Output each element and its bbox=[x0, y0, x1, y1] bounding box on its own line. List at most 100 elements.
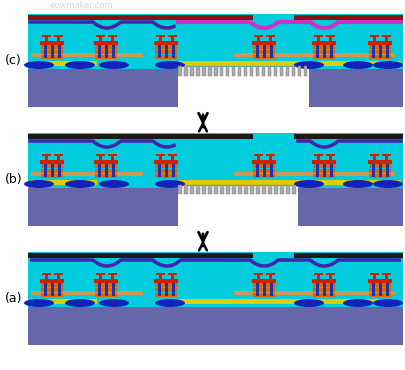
Bar bbox=[268, 185, 271, 194]
Bar bbox=[269, 155, 271, 160]
Bar bbox=[238, 185, 241, 194]
Bar bbox=[328, 155, 331, 160]
Ellipse shape bbox=[65, 299, 95, 307]
Bar bbox=[164, 283, 168, 296]
Bar bbox=[233, 172, 394, 176]
Bar bbox=[41, 45, 63, 49]
Ellipse shape bbox=[99, 299, 129, 307]
Text: eowmaker.com: eowmaker.com bbox=[50, 1, 113, 10]
Bar bbox=[254, 35, 262, 37]
Bar bbox=[269, 36, 271, 41]
Bar bbox=[54, 154, 63, 156]
Bar bbox=[312, 50, 334, 54]
Bar bbox=[40, 41, 64, 45]
Bar bbox=[177, 180, 297, 185]
Bar bbox=[99, 274, 102, 279]
Bar bbox=[220, 185, 223, 194]
Bar bbox=[177, 186, 297, 226]
Bar bbox=[371, 283, 374, 296]
Bar bbox=[105, 45, 108, 58]
Bar bbox=[184, 66, 187, 76]
Bar bbox=[367, 279, 391, 283]
Bar bbox=[312, 293, 334, 297]
Bar bbox=[155, 288, 177, 292]
Bar bbox=[279, 66, 282, 76]
Bar bbox=[262, 164, 265, 177]
Bar bbox=[269, 45, 272, 58]
Bar bbox=[172, 45, 175, 58]
Bar bbox=[30, 180, 97, 185]
Bar bbox=[108, 35, 117, 37]
Bar bbox=[96, 273, 105, 275]
Bar bbox=[252, 283, 274, 287]
Bar bbox=[291, 66, 294, 76]
Bar bbox=[177, 299, 394, 304]
Bar bbox=[98, 164, 101, 177]
Bar bbox=[262, 45, 265, 58]
Bar bbox=[313, 154, 322, 156]
Bar bbox=[28, 253, 252, 258]
Bar bbox=[41, 293, 63, 297]
Bar bbox=[196, 66, 199, 76]
Bar bbox=[252, 169, 274, 173]
Bar bbox=[316, 274, 319, 279]
Bar bbox=[252, 41, 275, 45]
Bar bbox=[177, 61, 308, 66]
Bar bbox=[261, 66, 264, 76]
Bar bbox=[293, 253, 402, 258]
Text: (b): (b) bbox=[5, 173, 23, 186]
Bar bbox=[41, 55, 63, 59]
Bar bbox=[98, 45, 101, 58]
Bar bbox=[322, 283, 325, 296]
Bar bbox=[28, 15, 252, 20]
Bar bbox=[369, 35, 378, 37]
Bar bbox=[368, 164, 390, 168]
Bar bbox=[378, 45, 381, 58]
Bar bbox=[311, 160, 335, 164]
Bar bbox=[372, 274, 375, 279]
Bar bbox=[155, 45, 177, 49]
Bar bbox=[28, 252, 402, 307]
Ellipse shape bbox=[342, 299, 372, 307]
Bar bbox=[256, 185, 259, 194]
Bar bbox=[42, 35, 51, 37]
Bar bbox=[312, 45, 334, 49]
Bar bbox=[95, 293, 117, 297]
Bar bbox=[315, 164, 318, 177]
Bar bbox=[155, 50, 177, 54]
Bar bbox=[155, 174, 177, 178]
Bar bbox=[255, 66, 258, 76]
Bar bbox=[168, 35, 177, 37]
Bar bbox=[385, 45, 388, 58]
Bar bbox=[158, 45, 161, 58]
Bar bbox=[329, 164, 332, 177]
Bar bbox=[153, 160, 177, 164]
Bar bbox=[58, 283, 61, 296]
Bar bbox=[159, 155, 162, 160]
Bar bbox=[58, 45, 61, 58]
Bar bbox=[328, 36, 331, 41]
Bar bbox=[168, 154, 177, 156]
Bar bbox=[293, 134, 402, 139]
Bar bbox=[214, 185, 217, 194]
Bar bbox=[155, 169, 177, 173]
Bar bbox=[164, 164, 168, 177]
Bar bbox=[312, 164, 334, 168]
Bar bbox=[51, 283, 54, 296]
Bar bbox=[57, 274, 60, 279]
Bar bbox=[384, 274, 387, 279]
Bar bbox=[54, 273, 63, 275]
Bar bbox=[311, 41, 335, 45]
Bar bbox=[54, 35, 63, 37]
Bar bbox=[315, 283, 318, 296]
Bar bbox=[31, 172, 143, 176]
Bar bbox=[178, 66, 181, 76]
Bar bbox=[312, 174, 334, 178]
Bar bbox=[262, 283, 265, 296]
Bar bbox=[312, 283, 334, 287]
Bar bbox=[256, 36, 259, 41]
Bar bbox=[256, 45, 258, 58]
Bar bbox=[156, 35, 164, 37]
Bar bbox=[293, 15, 402, 20]
Bar bbox=[57, 36, 60, 41]
